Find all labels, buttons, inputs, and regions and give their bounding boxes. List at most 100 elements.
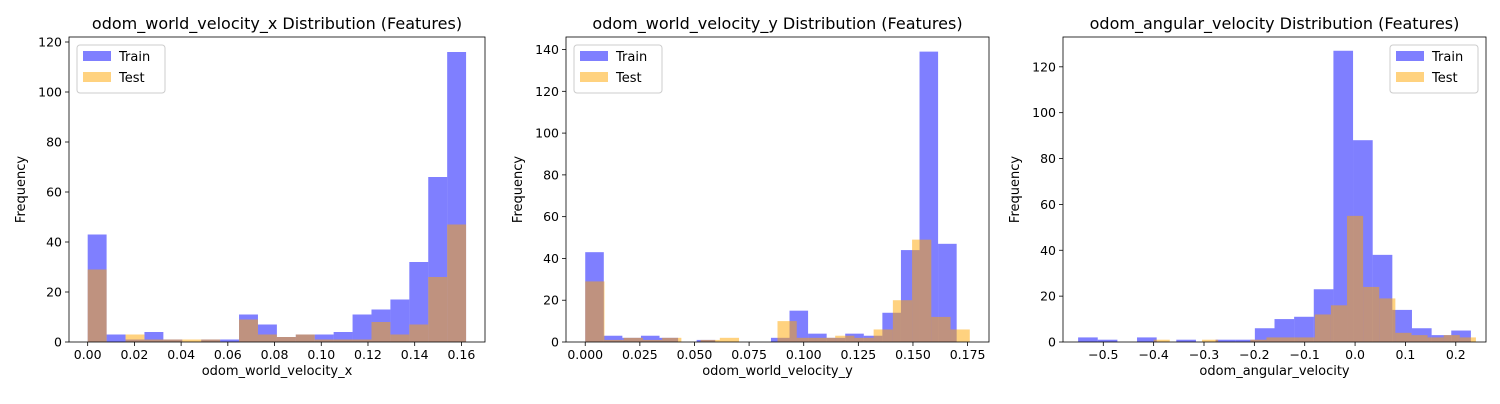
axes-frame bbox=[565, 36, 990, 343]
bar bbox=[912, 239, 932, 342]
x-axis-label: odom_angular_velocity bbox=[1199, 364, 1350, 379]
bar bbox=[371, 322, 391, 342]
x-tick-label: 0.00 bbox=[74, 347, 102, 362]
bar bbox=[1250, 339, 1267, 342]
bar bbox=[352, 339, 372, 342]
y-axis-label: Frequency bbox=[511, 156, 526, 223]
y-tick-label: 20 bbox=[1040, 289, 1056, 304]
x-axis-label: odom_world_velocity_y bbox=[702, 364, 853, 379]
bar bbox=[276, 337, 296, 342]
y-tick-label: 100 bbox=[1032, 105, 1056, 120]
y-tick-label: 120 bbox=[38, 35, 62, 50]
bar bbox=[603, 335, 623, 342]
chart-title: odom_world_velocity_y Distribution (Feat… bbox=[592, 14, 962, 34]
x-axis-label: odom_world_velocity_x bbox=[202, 364, 353, 379]
x-tick-label: 0.075 bbox=[731, 347, 767, 362]
bar bbox=[796, 337, 816, 342]
x-tick-label: −0.1 bbox=[1290, 347, 1320, 362]
y-tick-label: 0 bbox=[551, 335, 559, 350]
series-train bbox=[1078, 50, 1471, 342]
y-tick-label: 80 bbox=[1040, 151, 1056, 166]
y-tick-label: 100 bbox=[38, 85, 62, 100]
legend-swatch-train bbox=[83, 51, 111, 61]
bar bbox=[447, 224, 467, 342]
bar bbox=[295, 334, 315, 342]
bar bbox=[1201, 339, 1219, 342]
bar bbox=[777, 321, 797, 342]
y-tick-label: 40 bbox=[46, 235, 62, 250]
x-tick-label: 0.100 bbox=[786, 347, 822, 362]
series-test bbox=[585, 239, 970, 342]
legend-label-test: Test bbox=[1431, 71, 1458, 86]
legend-swatch-test bbox=[83, 72, 111, 82]
x-tick-label: 0.125 bbox=[840, 347, 876, 362]
bar bbox=[314, 339, 334, 342]
bar bbox=[163, 339, 183, 342]
legend: Train Test bbox=[1389, 44, 1479, 94]
bar bbox=[1451, 330, 1471, 342]
bar bbox=[220, 339, 240, 342]
bar bbox=[700, 339, 720, 342]
x-tick-label: −0.3 bbox=[1189, 347, 1219, 362]
x-tick-label: −0.4 bbox=[1138, 347, 1168, 362]
bar bbox=[1379, 298, 1396, 342]
series-test bbox=[87, 224, 467, 342]
y-tick-label: 40 bbox=[543, 251, 559, 266]
bar bbox=[1347, 215, 1364, 342]
bar bbox=[1266, 337, 1283, 342]
bar bbox=[1363, 286, 1380, 342]
bar bbox=[1459, 337, 1476, 342]
x-tick-label: 0.16 bbox=[447, 347, 475, 362]
bar bbox=[87, 269, 107, 342]
bar bbox=[719, 337, 740, 342]
x-tick-label: 0.04 bbox=[167, 347, 195, 362]
y-tick-label: 60 bbox=[1040, 197, 1056, 212]
bar bbox=[1274, 319, 1295, 342]
legend-label-test: Test bbox=[615, 71, 642, 86]
bar bbox=[428, 277, 448, 342]
legend-swatch-train bbox=[1396, 51, 1424, 61]
bar bbox=[390, 334, 410, 342]
y-axis-label: Frequency bbox=[1008, 156, 1023, 223]
bar bbox=[257, 334, 277, 342]
x-tick-label: 0.14 bbox=[401, 347, 429, 362]
x-tick-label: 0.150 bbox=[895, 347, 931, 362]
x-tick-label: 0.0 bbox=[1345, 347, 1365, 362]
y-tick-label: 80 bbox=[46, 135, 62, 150]
axes-frame bbox=[1062, 36, 1487, 343]
x-tick-label: 0.000 bbox=[567, 347, 603, 362]
bar bbox=[1314, 314, 1331, 342]
chart-panel-3: −0.5 −0.4 −0.3 −0.2 −0.1 0.0 0.1 0.2 0 20 40 60 80 10… bbox=[1008, 14, 1487, 379]
bar bbox=[333, 339, 353, 342]
bar bbox=[333, 332, 353, 342]
bar bbox=[125, 334, 145, 342]
legend-label-train: Train bbox=[615, 50, 647, 65]
bar bbox=[239, 319, 258, 342]
legend-label-train: Train bbox=[1431, 50, 1463, 65]
bar bbox=[892, 300, 913, 342]
legend: Train Test bbox=[573, 44, 663, 94]
y-tick-label: 40 bbox=[1040, 243, 1056, 258]
bar bbox=[1137, 337, 1157, 342]
bar bbox=[835, 335, 855, 342]
bar bbox=[808, 333, 827, 342]
axes-frame bbox=[68, 36, 486, 343]
legend: Train Test bbox=[76, 44, 166, 94]
bar bbox=[201, 339, 221, 342]
x-tick-label: 0.050 bbox=[677, 347, 713, 362]
chart-title: odom_angular_velocity Distribution (Feat… bbox=[1090, 14, 1460, 34]
bar bbox=[873, 329, 893, 342]
bar bbox=[1298, 337, 1315, 342]
x-tick-label: 0.10 bbox=[307, 347, 335, 362]
bar bbox=[1176, 339, 1196, 342]
y-tick-label: 120 bbox=[1032, 59, 1056, 74]
y-tick-label: 140 bbox=[535, 42, 559, 57]
bar bbox=[352, 314, 372, 342]
bar bbox=[1411, 335, 1428, 342]
bar bbox=[623, 337, 643, 342]
x-tick-label: 0.175 bbox=[950, 347, 986, 362]
bar bbox=[1330, 305, 1348, 342]
bar bbox=[931, 316, 951, 342]
y-tick-label: 120 bbox=[535, 84, 559, 99]
